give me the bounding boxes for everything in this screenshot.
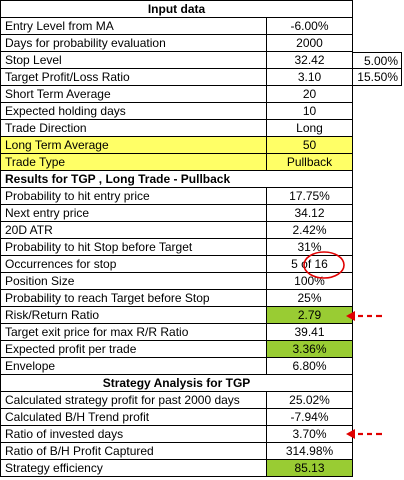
row-label[interactable]: Calculated B/H Trend profit [0,409,267,426]
row-label[interactable]: Probability to hit Stop before Target [0,239,267,256]
row-value[interactable]: 2.42% [267,222,353,239]
row-label[interactable]: Stop Level [0,52,267,69]
strategy-header[interactable]: Strategy Analysis for TGP [0,375,353,392]
row-label[interactable]: Occurrences for stop [0,256,267,273]
results-header[interactable]: Results for TGP , Long Trade - Pullback [0,171,353,188]
row-label[interactable]: Entry Level from MA [0,18,267,35]
row-label[interactable]: Trade Type [0,154,267,171]
row-label[interactable]: Target exit price for max R/R Ratio [0,324,267,341]
row-label[interactable]: Target Profit/Loss Ratio [0,69,267,86]
row-value[interactable]: 100% [267,273,353,290]
row-value[interactable]: Pullback [267,154,353,171]
row-value[interactable]: Long [267,120,353,137]
target-percent[interactable]: 15.50% [353,69,402,86]
row-label[interactable]: Strategy efficiency [0,460,267,477]
row-value[interactable]: 2000 [267,35,353,52]
row-value[interactable]: 10 [267,103,353,120]
row-label[interactable]: Calculated strategy profit for past 2000… [0,392,267,409]
row-value[interactable]: 31% [267,239,353,256]
row-label[interactable]: Expected profit per trade [0,341,267,358]
row-label[interactable]: Short Term Average [0,86,267,103]
row-value[interactable]: -6.00% [267,18,353,35]
row-value[interactable]: 3.10 [267,69,353,86]
row-value[interactable]: 34.12 [267,205,353,222]
row-label[interactable]: Envelope [0,358,267,375]
row-label[interactable]: Next entry price [0,205,267,222]
row-label[interactable]: Trade Direction [0,120,267,137]
row-value[interactable]: 314.98% [267,443,353,460]
row-value[interactable]: 25.02% [267,392,353,409]
row-label[interactable]: 20D ATR [0,222,267,239]
row-value[interactable]: -7.94% [267,409,353,426]
row-label[interactable]: Ratio of invested days [0,426,267,443]
row-label[interactable]: Long Term Average [0,137,267,154]
row-value[interactable]: 3.70% [267,426,353,443]
row-value[interactable]: 3.36% [267,341,353,358]
row-label[interactable]: Ratio of B/H Profit Captured [0,443,267,460]
row-label[interactable]: Probability to hit entry price [0,188,267,205]
stop-percent[interactable]: 5.00% [353,52,402,69]
row-label[interactable]: Position Size [0,273,267,290]
row-value[interactable]: 25% [267,290,353,307]
row-value[interactable]: 20 [267,86,353,103]
row-label[interactable]: Expected holding days [0,103,267,120]
row-label[interactable]: Probability to reach Target before Stop [0,290,267,307]
row-value[interactable]: 39.41 [267,324,353,341]
row-value[interactable]: 85.13 [267,460,353,477]
row-value[interactable]: 32.42 [267,52,353,69]
row-value[interactable]: 5 of 16 [267,256,353,273]
row-value[interactable]: 50 [267,137,353,154]
row-value[interactable]: 2.79 [267,307,353,324]
row-value[interactable]: 17.75% [267,188,353,205]
row-label[interactable]: Risk/Return Ratio [0,307,267,324]
row-value[interactable]: 6.80% [267,358,353,375]
row-label[interactable]: Days for probability evaluation [0,35,267,52]
input-header[interactable]: Input data [0,0,353,18]
